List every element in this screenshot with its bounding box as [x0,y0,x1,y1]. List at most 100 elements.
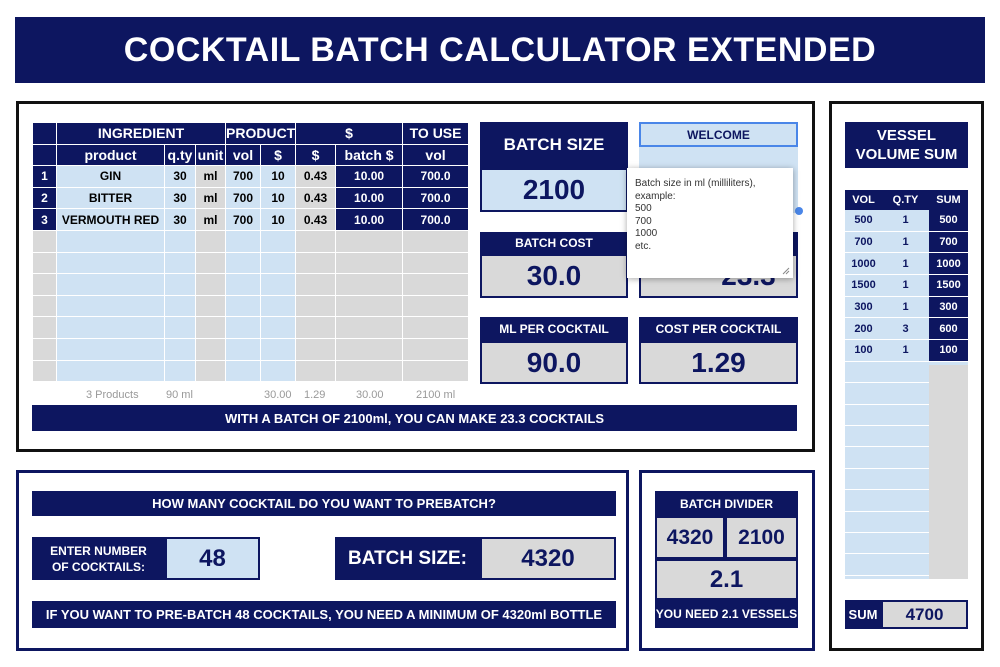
vessel-row-empty[interactable] [845,554,968,576]
vessel-row-empty[interactable] [845,512,968,533]
resize-grip-icon[interactable] [782,267,790,275]
cost-per-cocktail-label: COST PER COCKTAIL [639,317,798,341]
vol-cell[interactable]: 700 [225,208,262,231]
vessel-qty-cell[interactable]: 1 [882,296,929,318]
divider-b-value: 2100 [725,516,798,559]
table-row-empty [32,359,470,383]
row-number: 2 [32,186,57,210]
vessel-row-empty[interactable] [845,362,968,384]
qty-cell[interactable]: 30 [164,165,196,188]
total-products: 3 Products [86,389,139,401]
vessel-qty-cell[interactable]: 1 [882,275,929,296]
vessel-row-empty[interactable] [845,405,968,426]
tooltip-line: etc. [635,240,652,252]
vessel-vol-cell[interactable]: 1500 [845,275,882,296]
table-row: 1 GIN 30 ml 700 10 0.43 10.00 700.0 [32,165,470,188]
table-row: 3 VERMOUTH RED 30 ml 700 10 0.43 10.00 7… [32,208,470,231]
cost-cell: 0.43 [295,165,337,188]
unit-cell: ml [194,186,227,210]
vessel-row-empty[interactable] [845,490,968,512]
price-cell[interactable]: 10 [260,208,297,231]
header-corner [32,122,57,145]
product-cell[interactable] [56,229,165,253]
vessel-qty-cell[interactable]: 1 [882,253,929,275]
product-cell[interactable] [56,337,165,361]
vessel-row-empty[interactable] [845,447,968,469]
product-cell[interactable]: VERMOUTH RED [56,208,165,231]
header-ingredient: INGREDIENT [55,122,227,145]
table-row-empty [32,337,470,361]
enter-label-line: OF COCKTAILS: [51,559,146,574]
row-number: 1 [32,165,57,188]
subheader-product: product [56,143,165,167]
vessel-sum-cell: 300 [929,296,968,318]
vessel-qty-cell[interactable]: 1 [882,340,929,361]
vessel-vol-cell[interactable]: 1000 [845,253,882,275]
product-cell[interactable] [56,359,165,383]
vessel-row-empty[interactable] [845,426,968,448]
vol-cell[interactable]: 700 [225,165,262,188]
qty-cell[interactable]: 30 [164,208,196,231]
vessel-title-line: VOLUME SUM [855,146,958,163]
product-cell[interactable]: GIN [56,165,165,188]
tooltip-line: example: [635,190,676,202]
vessel-row-empty[interactable] [845,533,968,555]
ml-per-cocktail-value: 90.0 [480,341,628,384]
divider-footer: YOU NEED 2.1 VESSELS [655,600,798,628]
price-cell[interactable]: 10 [260,186,297,210]
header-product: PRODUCT [225,122,297,145]
header-dollar: $ [295,122,404,145]
vessel-vol-cell[interactable]: 100 [845,340,882,361]
prebatch-question: HOW MANY COCKTAIL DO YOU WANT TO PREBATC… [32,491,616,516]
ml-per-cocktail-label: ML PER COCKTAIL [480,317,628,341]
vessel-qty-cell[interactable]: 1 [882,231,929,253]
subheader-corner [32,143,57,167]
batch-cost-cell: 10.00 [335,186,404,210]
vessel-qty-cell[interactable]: 3 [882,318,929,340]
cost-per-cocktail-value: 1.29 [639,341,798,384]
vessel-row-empty[interactable] [845,469,968,491]
use-vol-cell: 700.0 [402,208,470,231]
cost-cell: 0.43 [295,186,337,210]
cocktails-input[interactable]: 48 [165,537,260,580]
vessel-row: 200 3 600 [845,318,968,341]
batch-cost-cell: 10.00 [335,165,404,188]
product-cell[interactable] [56,294,165,318]
qty-cell[interactable]: 30 [164,186,196,210]
prebatch-size-value: 4320 [480,537,616,580]
vessel-sum-cell: 500 [929,210,968,231]
vessel-sum-label: SUM [845,600,881,629]
product-cell[interactable] [56,316,165,339]
product-cell[interactable] [56,251,165,275]
prebatch-result: IF YOU WANT TO PRE-BATCH 48 COCKTAILS, Y… [32,601,616,628]
vessel-qty-cell[interactable]: 1 [882,210,929,231]
total-batch: 30.00 [356,389,384,401]
subheader-batch: batch $ [335,143,404,167]
vessel-vol-cell[interactable]: 200 [845,318,882,340]
vessel-vol-cell[interactable]: 300 [845,296,882,318]
main-panel [16,101,815,452]
subheader-unit: unit [194,143,227,167]
vessel-sum-cell: 1500 [929,275,968,296]
unit-cell: ml [194,165,227,188]
batch-size-label: BATCH SIZE [480,122,628,168]
batch-size-input[interactable]: 2100 [480,168,628,212]
table-row-empty [32,229,470,253]
welcome-label[interactable]: WELCOME [639,122,798,147]
price-cell[interactable]: 10 [260,165,297,188]
vessel-row: 700 1 700 [845,231,968,254]
vessel-row-empty[interactable] [845,383,968,405]
vessel-row: 300 1 300 [845,296,968,319]
tooltip-line: 700 [635,215,652,227]
product-cell[interactable]: BITTER [56,186,165,210]
subheader-use-vol: vol [402,143,470,167]
product-cell[interactable] [56,273,165,296]
enter-label-line: ENTER NUMBER [50,543,147,558]
vol-cell[interactable]: 700 [225,186,262,210]
vessel-vol-cell[interactable]: 500 [845,210,882,231]
subheader-vol: vol [225,143,262,167]
vessel-sum-value: 4700 [881,600,968,629]
vessel-vol-cell[interactable]: 700 [845,231,882,253]
cell-note-tooltip: Batch size in ml (milliliters), example:… [627,168,793,278]
selection-handle-icon[interactable] [795,207,803,215]
